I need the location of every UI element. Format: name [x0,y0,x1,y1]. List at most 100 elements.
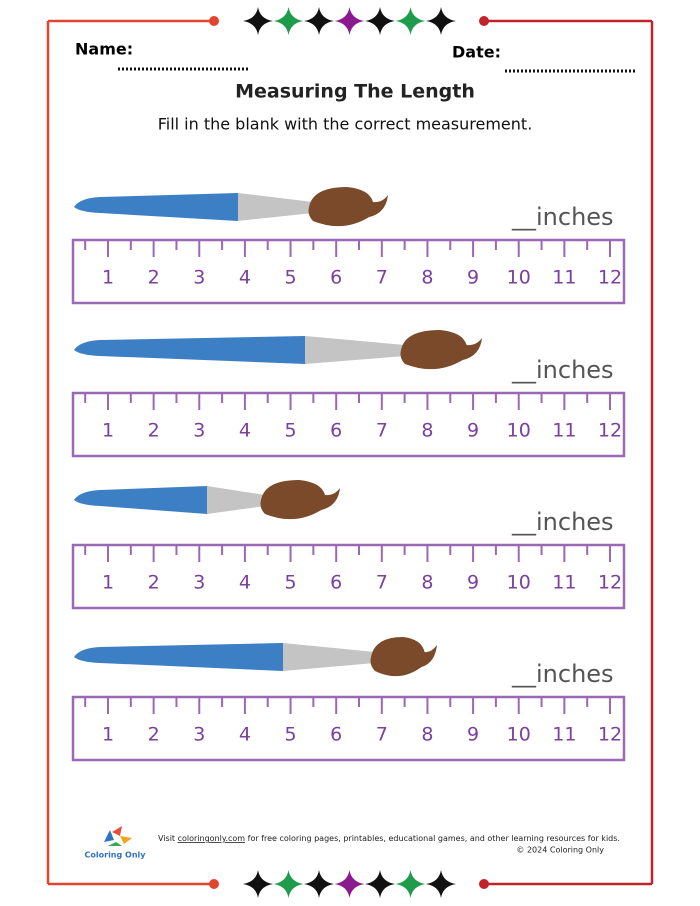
brush-handle [74,486,207,514]
ruler-label: 8 [421,267,433,289]
frame-dot [479,879,489,889]
visit-prefix: Visit [158,834,175,843]
answer-blank: __inches [511,508,614,536]
answer-blank: __inches [511,203,614,231]
ruler-label: 12 [598,267,622,289]
ruler-label: 2 [148,267,160,289]
ruler-label: 11 [552,724,576,746]
ruler-label: 1 [102,724,114,746]
visit-suffix: for free coloring pages, printables, edu… [248,834,620,843]
footer-link[interactable]: coloringonly.com [178,834,246,843]
ruler-label: 10 [507,572,531,594]
ruler-label: 1 [102,572,114,594]
ruler-label: 10 [507,724,531,746]
ruler-label: 8 [421,572,433,594]
star [426,7,456,35]
ruler-label: 5 [284,420,296,442]
frame-dot [479,16,489,26]
star [395,7,426,35]
ruler-label: 5 [284,572,296,594]
answer-blank: __inches [511,356,614,384]
star [426,870,456,898]
ruler-label: 1 [102,420,114,442]
ruler-label: 12 [598,572,622,594]
star [365,7,395,35]
star [273,870,304,898]
ruler-label: 6 [330,420,342,442]
ruler-label: 2 [148,572,160,594]
logo: Coloring Only [85,826,147,860]
frame-dot [209,879,219,889]
logo-shape [112,826,122,836]
ruler-label: 6 [330,572,342,594]
ruler-label: 2 [148,420,160,442]
brush-ferrule [283,643,375,671]
ruler-label: 5 [284,267,296,289]
ruler-label: 8 [421,420,433,442]
brush-head [400,330,482,370]
ruler-label: 6 [330,724,342,746]
star [304,870,334,898]
ruler-label: 9 [467,572,479,594]
star [334,870,365,898]
logo-shape [104,830,114,842]
ruler [71,543,626,610]
frame-dot [209,16,219,26]
ruler-label: 4 [239,724,251,746]
date-label: Date: [452,43,501,62]
ruler-label: 11 [552,572,576,594]
star [395,870,426,898]
answer-blank: __inches [511,660,614,688]
ruler-label: 6 [330,267,342,289]
ruler-label: 3 [193,267,205,289]
ruler-label: 4 [239,420,251,442]
brush-handle [74,193,238,221]
footer-copyright: © 2024 Coloring Only [516,846,604,855]
footer-visit: Visit coloringonly.com for free coloring… [158,834,620,843]
logo-shape [120,836,132,844]
ruler-label: 7 [376,420,388,442]
ruler-label: 12 [598,724,622,746]
ruler-label: 9 [467,724,479,746]
brush-handle [74,643,283,671]
frame [46,16,654,889]
ruler-label: 7 [376,267,388,289]
ruler-label: 5 [284,724,296,746]
title: Measuring The Length [235,81,475,103]
ruler-label: 3 [193,724,205,746]
star [365,870,395,898]
ruler [71,238,626,305]
ruler-label: 2 [148,724,160,746]
ruler-label: 9 [467,420,479,442]
brush-ferrule [207,486,265,514]
ruler-label: 3 [193,572,205,594]
ruler [71,391,626,458]
ruler-label: 4 [239,267,251,289]
ruler-label: 9 [467,267,479,289]
star [243,870,273,898]
logo-text: Coloring Only [85,851,147,860]
ruler-label: 3 [193,420,205,442]
star-border [243,7,456,898]
ruler-label: 7 [376,724,388,746]
brush-head [260,480,340,520]
ruler-label: 10 [507,267,531,289]
ruler-label: 11 [552,420,576,442]
brush-head [308,187,388,227]
ruler-label: 11 [552,267,576,289]
brush-head [370,637,437,677]
ruler-label: 4 [239,572,251,594]
ruler-label: 7 [376,572,388,594]
logo-shape [108,842,122,846]
star [304,7,334,35]
name-label: Name: [75,40,133,59]
brush-handle [74,336,305,364]
ruler-label: 1 [102,267,114,289]
